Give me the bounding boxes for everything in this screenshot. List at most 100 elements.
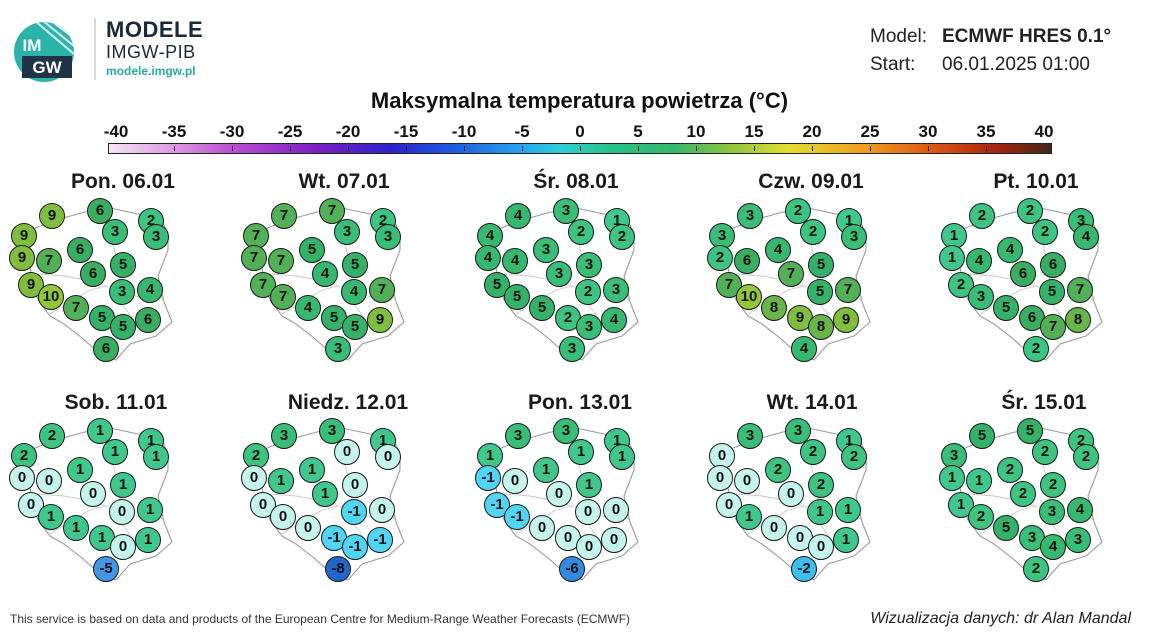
temperature-marker: 6 xyxy=(135,307,161,333)
temperature-marker: 5 xyxy=(808,252,834,278)
day-label: Śr. 15.01 xyxy=(1001,391,1087,414)
temperature-marker: 6 xyxy=(1010,261,1036,287)
temperature-marker: 1 xyxy=(110,472,136,498)
temperature-marker: 8 xyxy=(808,314,834,340)
colorbar-tick xyxy=(232,146,233,151)
temperature-marker: 1 xyxy=(576,472,602,498)
day-label: Śr. 08.01 xyxy=(533,170,619,193)
scale-tick-label: -30 xyxy=(219,122,245,141)
temperature-marker: 10 xyxy=(38,284,64,310)
temperature-marker: 2 xyxy=(575,279,601,305)
temperature-marker: 1 xyxy=(38,504,64,530)
temperature-marker: 1 xyxy=(299,457,325,483)
temperature-marker: 5 xyxy=(529,295,555,321)
temperature-marker: 3 xyxy=(271,423,297,449)
temperature-marker: 6 xyxy=(67,237,93,263)
temperature-marker: 3 xyxy=(559,336,585,362)
temperature-marker: 0 xyxy=(270,504,296,530)
temperature-marker: -1 xyxy=(367,527,393,553)
temperature-marker: 2 xyxy=(1032,219,1058,245)
temperature-marker: 2 xyxy=(11,443,37,469)
svg-text:IM: IM xyxy=(23,36,42,55)
colorbar-tick xyxy=(928,146,929,151)
temperature-marker: 5 xyxy=(342,314,368,340)
temperature-marker: 5 xyxy=(993,515,1019,541)
temperature-marker: 3 xyxy=(1065,527,1091,553)
scale-tick-label: 0 xyxy=(575,122,585,141)
colorbar-tick xyxy=(348,146,349,151)
temperature-marker: 3 xyxy=(576,252,602,278)
poland-map-panel: 9 6 2 9 3 3 6 9 7 5 6 9 10 3 4 7 5 5 6 6 xyxy=(9,194,210,384)
temperature-marker: 5 xyxy=(110,252,136,278)
temperature-marker: 0 xyxy=(576,534,602,560)
temperature-marker: 7 xyxy=(778,261,804,287)
temperature-marker: 0 xyxy=(241,465,267,491)
scale-tick-label: -15 xyxy=(393,122,419,141)
temperature-marker: 3 xyxy=(941,443,967,469)
temperature-marker: 9 xyxy=(11,223,37,249)
temperature-marker: 0 xyxy=(502,468,528,494)
colorbar-tick xyxy=(464,146,465,151)
temperature-marker: 9 xyxy=(9,245,35,271)
temperature-marker: 2 xyxy=(997,457,1023,483)
scale-tick-label: 30 xyxy=(918,122,938,141)
temperature-marker: -1 xyxy=(504,504,530,530)
brand-subtitle: IMGW-PIB xyxy=(106,42,196,62)
start-label: Start: xyxy=(870,54,916,75)
temperature-marker: 0 xyxy=(80,481,106,507)
temperature-marker: 3 xyxy=(603,277,629,303)
temperature-marker: 3 xyxy=(533,237,559,263)
temperature-marker: 9 xyxy=(833,307,859,333)
temperature-marker: 7 xyxy=(1067,277,1093,303)
temperature-marker: 0 xyxy=(808,534,834,560)
temperature-marker: 4 xyxy=(475,245,501,271)
temperature-marker: -6 xyxy=(559,556,585,582)
temperature-marker: 1 xyxy=(941,223,967,249)
brand-url[interactable]: modele.imgw.pl xyxy=(106,64,196,78)
temperature-marker: 7 xyxy=(243,223,269,249)
model-info: Model: ECMWF HRES 0.1° xyxy=(870,26,1111,48)
temperature-marker: 2 xyxy=(969,203,995,229)
brand-block: MODELE IMGW-PIB modele.imgw.pl xyxy=(94,18,203,80)
temperature-marker: 1 xyxy=(568,439,594,465)
temperature-marker: 3 xyxy=(968,284,994,310)
temperature-marker: 3 xyxy=(546,261,572,287)
colorbar-tick xyxy=(522,146,523,151)
temperature-marker: 3 xyxy=(375,224,401,250)
colorbar-tick xyxy=(870,146,871,151)
temperature-marker: 0 xyxy=(529,515,555,541)
temperature-marker: 7 xyxy=(369,277,395,303)
scale-tick-labels: -40 -35 -30 -25 -20 -15 -10 -5 0 5 10 15 20 25 30 35 40 xyxy=(0,122,1159,144)
start-info: Start: 06.01.2025 01:00 xyxy=(870,54,1090,76)
poland-map-panel: 2 1 1 2 1 1 1 0 0 1 0 0 1 0 1 1 1 0 1 -5 xyxy=(9,414,210,604)
colorbar-tick xyxy=(580,146,581,151)
colorbar-tick xyxy=(638,146,639,151)
temperature-marker: 5 xyxy=(807,279,833,305)
temperature-marker: 4 xyxy=(765,237,791,263)
temperature-marker: 6 xyxy=(1040,252,1066,278)
temperature-marker: 6 xyxy=(93,336,119,362)
temperature-marker: 5 xyxy=(110,314,136,340)
temperature-marker: 0 xyxy=(734,468,760,494)
temperature-marker: 10 xyxy=(736,284,762,310)
temperature-marker: 2 xyxy=(1032,439,1058,465)
scale-tick-label: 10 xyxy=(686,122,706,141)
scale-tick-label: 40 xyxy=(1034,122,1054,141)
temperature-marker: 2 xyxy=(1040,472,1066,498)
temperature-marker: 2 xyxy=(808,472,834,498)
temperature-marker: 3 xyxy=(325,336,351,362)
temperature-marker: 0 xyxy=(707,465,733,491)
temperature-marker: 8 xyxy=(761,295,787,321)
temperature-marker: 7 xyxy=(36,248,62,274)
temperature-marker: 0 xyxy=(601,527,627,553)
temperature-marker: 4 xyxy=(295,295,321,321)
temperature-marker: 2 xyxy=(707,245,733,271)
temperature-marker: -2 xyxy=(791,556,817,582)
scale-tick-label: -25 xyxy=(277,122,303,141)
temperature-marker: 0 xyxy=(603,497,629,523)
temperature-marker: 1 xyxy=(102,439,128,465)
temperature-marker: 9 xyxy=(367,307,393,333)
colorbar-tick xyxy=(986,146,987,151)
